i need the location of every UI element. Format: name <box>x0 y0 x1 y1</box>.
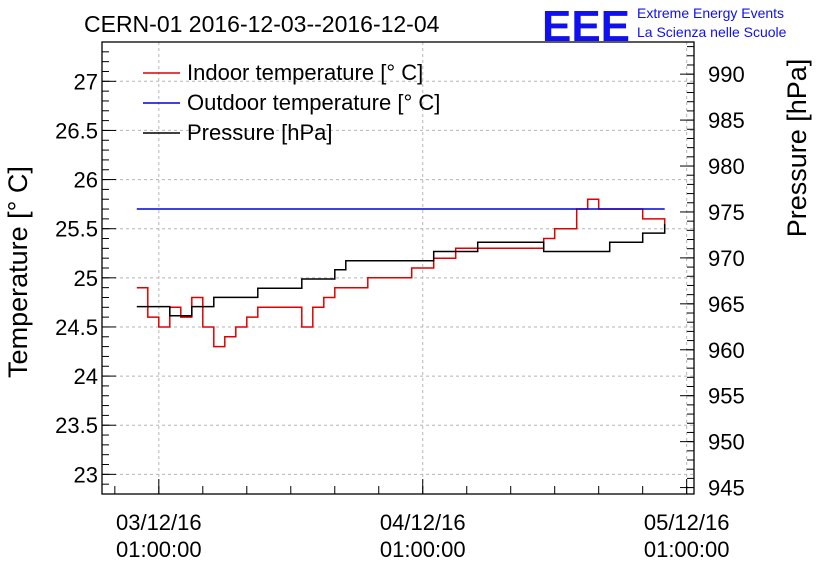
legend-label-pressure: Pressure [hPa] <box>187 120 333 145</box>
pressure-line <box>136 223 666 317</box>
y2-tick-label: 955 <box>708 384 745 409</box>
y-tick-label: 23 <box>74 462 98 487</box>
y-tick-label: 25.5 <box>55 217 98 242</box>
x-tick-date: 05/12/16 <box>644 510 730 535</box>
y2-tick-label: 950 <box>708 430 745 455</box>
y-tick-label: 24.5 <box>55 315 98 340</box>
y-tick-label: 26.5 <box>55 118 98 143</box>
x-tick-time: 01:00:00 <box>644 537 730 562</box>
plot-frame <box>101 41 695 495</box>
logo-mark: EEE <box>542 2 630 51</box>
y2-tick-label: 990 <box>708 62 745 87</box>
y-tick-label: 23.5 <box>55 413 98 438</box>
y-tick-label: 24 <box>74 364 98 389</box>
chart-title: CERN-01 2016-12-03--2016-12-04 <box>84 11 440 37</box>
y2-tick-label: 965 <box>708 292 745 317</box>
x-tick-time: 01:00:00 <box>116 537 202 562</box>
y-tick-label: 27 <box>74 69 98 94</box>
axes: 23 23.5 24 24.5 25 25.5 26 26.5 27 945 950 955 960 96… <box>55 41 745 562</box>
indoor-temperature-line <box>136 198 666 348</box>
legend-label-indoor: Indoor temperature [° C] <box>187 60 423 85</box>
series-layer <box>136 198 666 348</box>
legend: Indoor temperature [° C] Outdoor tempera… <box>143 60 440 145</box>
x-tick-date: 03/12/16 <box>116 510 202 535</box>
y2-tick-label: 985 <box>708 108 745 133</box>
logo-line-2: La Scienza nelle Scuole <box>637 24 787 40</box>
legend-label-outdoor: Outdoor temperature [° C] <box>187 90 440 115</box>
logo-line-1: Extreme Energy Events <box>637 5 784 21</box>
y-tick-label: 26 <box>74 168 98 193</box>
y2-axis-title: Pressure [hPa] <box>782 59 812 238</box>
x-tick-date: 04/12/16 <box>380 510 466 535</box>
x-tick-time: 01:00:00 <box>380 537 466 562</box>
y2-tick-label: 975 <box>708 200 745 225</box>
y-axis-title: Temperature [° C] <box>3 166 33 378</box>
y2-tick-label: 945 <box>708 476 745 501</box>
y2-tick-label: 970 <box>708 246 745 271</box>
y-tick-label: 25 <box>74 266 98 291</box>
logo: EEE Extreme Energy Events La Scienza nel… <box>542 2 787 51</box>
y2-tick-label: 980 <box>708 154 745 179</box>
y2-tick-label: 960 <box>708 338 745 363</box>
